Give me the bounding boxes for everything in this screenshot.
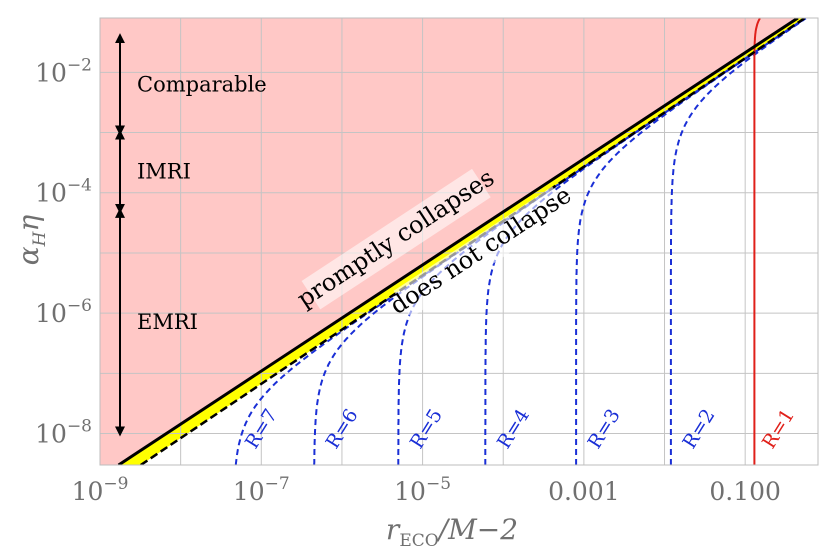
annotation-backdrop bbox=[393, 186, 570, 318]
grid bbox=[99, 18, 818, 465]
tick-exponent: −4 bbox=[67, 176, 92, 196]
x-tick-label: 10−7 bbox=[233, 474, 290, 506]
annotation-backdrop bbox=[301, 168, 491, 310]
x-tick-label: 10−9 bbox=[72, 474, 129, 506]
x-tick-label: 0.001 bbox=[548, 477, 620, 506]
y-label-sub: H bbox=[30, 230, 50, 247]
upper-boundary-line bbox=[117, 18, 799, 465]
region-label: EMRI bbox=[137, 310, 198, 334]
collapse-region bbox=[100, 18, 798, 465]
curve-r-3 bbox=[575, 18, 806, 465]
x-label-rest: /M−2 bbox=[436, 513, 518, 546]
region-label: IMRI bbox=[137, 160, 191, 184]
tick-base: 10 bbox=[72, 477, 104, 506]
x-tick-labels: 10−9 10−7 10−5 0.001 0.100 bbox=[72, 474, 781, 506]
y-tick-label: 10−8 bbox=[35, 417, 92, 449]
region-label: Comparable bbox=[137, 72, 267, 96]
x-label-main: r bbox=[386, 513, 401, 546]
tick-exponent: −6 bbox=[67, 296, 92, 316]
y-tick-label: 10−4 bbox=[35, 176, 92, 208]
tick-base: 10 bbox=[233, 477, 265, 506]
y-axis-label: αHη bbox=[12, 215, 50, 266]
curve-r-4 bbox=[484, 18, 806, 465]
y-label-rest: η bbox=[12, 215, 45, 232]
y-label-main: α bbox=[12, 246, 45, 265]
tick-exponent: −9 bbox=[103, 474, 128, 494]
x-axis-label: rECO/M−2 bbox=[386, 513, 518, 551]
tick-base: 10 bbox=[35, 58, 67, 87]
plot-frame bbox=[99, 17, 819, 466]
tick-base: 10 bbox=[394, 477, 426, 506]
x-tick-label: 0.100 bbox=[709, 477, 781, 506]
tick-exponent: −7 bbox=[265, 474, 290, 494]
tick-exponent: −2 bbox=[67, 55, 92, 75]
tick-exponent: −8 bbox=[67, 417, 92, 437]
tick-base: 10 bbox=[35, 420, 67, 449]
y-tick-labels: 10−810−610−410−2 bbox=[35, 55, 92, 448]
curve-r-2 bbox=[669, 18, 807, 465]
tick-exponent: −5 bbox=[426, 474, 451, 494]
region-annotations: Comparable IMRI EMRI bbox=[115, 33, 267, 437]
y-tick-label: 10−6 bbox=[35, 296, 92, 328]
tick-base: 10 bbox=[35, 179, 67, 208]
curve-r-1 bbox=[753, 18, 761, 465]
x-label-sub: ECO bbox=[399, 531, 438, 551]
y-tick-label: 10−2 bbox=[35, 55, 92, 87]
x-tick-label: 10−5 bbox=[394, 474, 451, 506]
tick-base: 10 bbox=[35, 299, 67, 328]
